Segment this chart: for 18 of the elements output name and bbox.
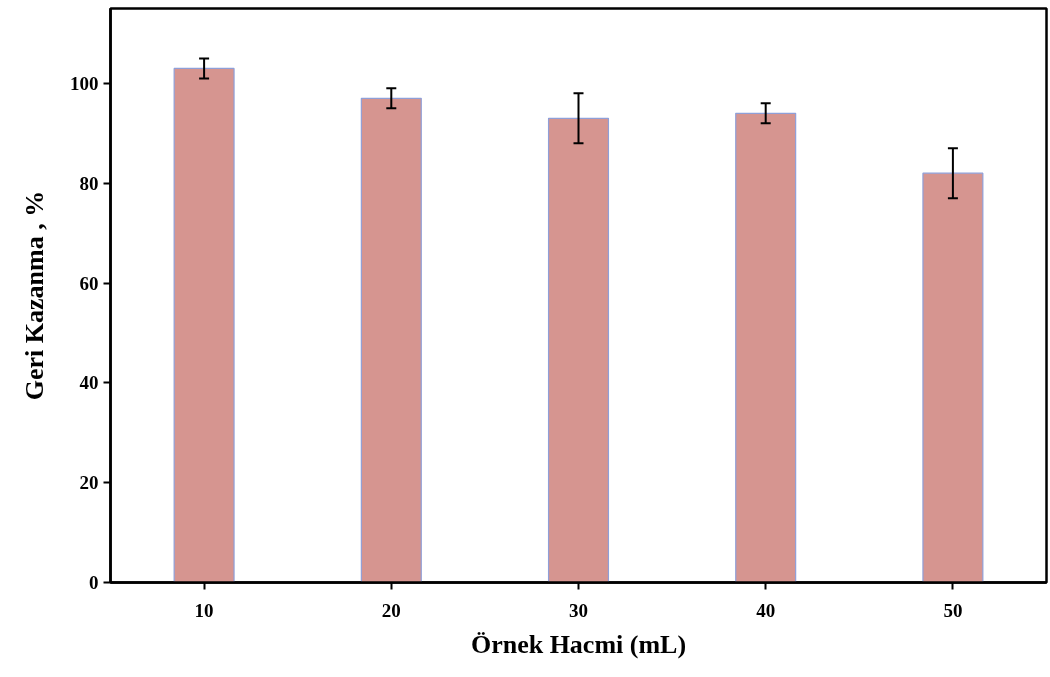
y-tick-label: 80	[79, 172, 99, 194]
x-tick-label: 40	[756, 599, 776, 621]
y-tick-label: 20	[79, 472, 99, 494]
y-tick-label: 60	[79, 272, 99, 294]
x-tick-label: 10	[194, 599, 214, 621]
y-tick-label: 0	[89, 572, 99, 593]
x-tick-label: 30	[569, 599, 588, 621]
x-tick-label: 20	[381, 599, 401, 621]
y-tick-label: 40	[79, 372, 99, 394]
y-axis-title: Geri Kazanma , %	[20, 190, 49, 401]
x-axis-title: Örnek Hacmi (mL)	[470, 629, 687, 659]
x-tick-label: 50	[943, 599, 963, 621]
bar	[922, 172, 984, 583]
bar	[173, 67, 235, 583]
y-tick-label: 100	[70, 72, 99, 94]
bar	[735, 112, 797, 583]
bar	[360, 97, 422, 583]
bar	[547, 117, 610, 583]
